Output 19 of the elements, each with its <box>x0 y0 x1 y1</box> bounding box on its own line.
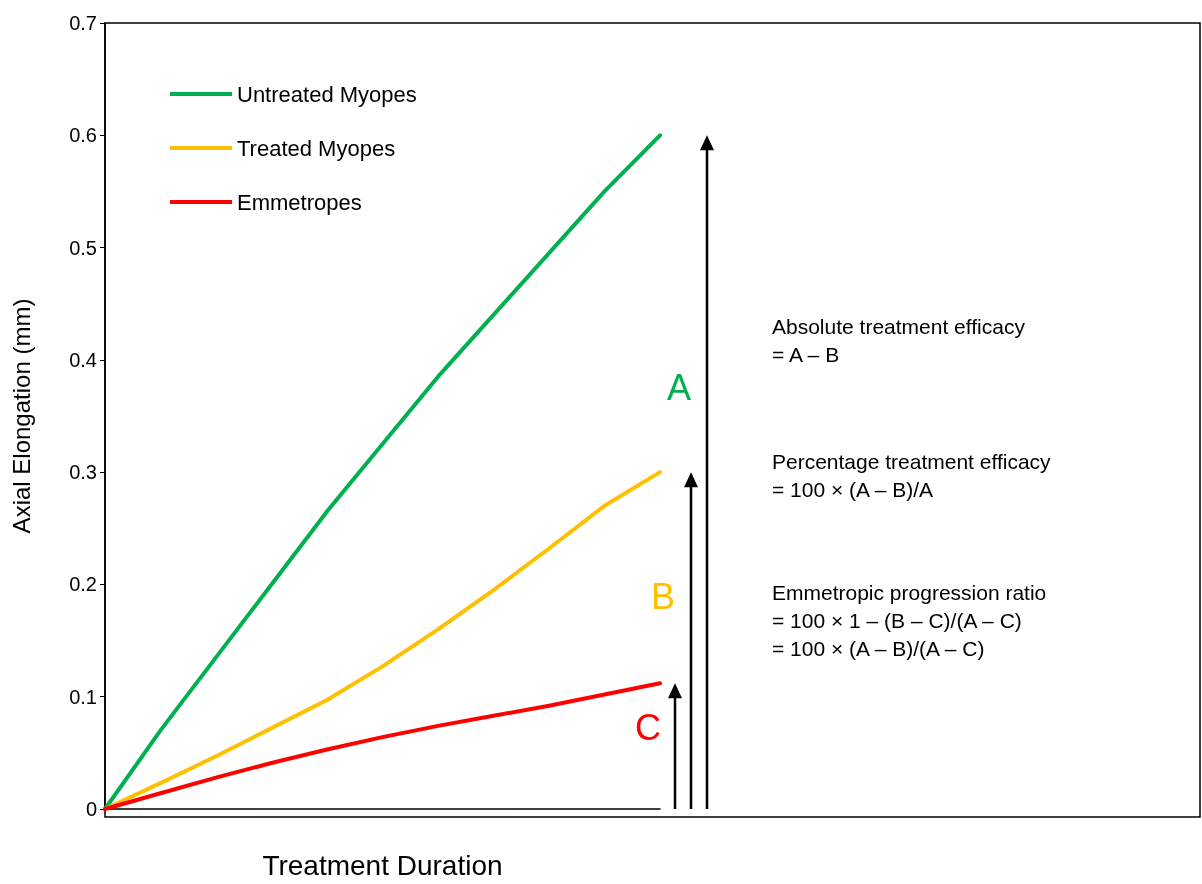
y-axis-title: Axial Elongation (mm) <box>7 298 35 534</box>
y-tick-label: 0.7 <box>69 12 97 34</box>
text: Emmetropic progression ratio = 100 × 1 – (B – C)/(A – C) = 100 × (A – B)/(A – C) <box>772 580 1047 660</box>
legend-label: Treated Myopes <box>237 135 396 161</box>
annotation: B <box>651 575 676 617</box>
y-tick-label: 0.6 <box>69 124 97 147</box>
legend-label: Emmetropes <box>237 189 362 215</box>
y-tick-label: 0.2 <box>69 573 97 596</box>
text: A <box>667 366 692 408</box>
y-tick-label: 0.5 <box>69 236 97 259</box>
text: Absolute treatment efficacy = A – B <box>772 314 1026 366</box>
y-tick-label: 0 <box>85 798 97 820</box>
y-tick-label: 0.4 <box>69 348 97 371</box>
y-tick-label: 0.3 <box>69 461 97 484</box>
annotation: C <box>635 706 661 748</box>
x-axis-title: Treatment Duration <box>262 849 503 881</box>
legend-label: Untreated Myopes <box>237 81 417 107</box>
text: Percentage treatment efficacy = 100 × (A – B)/A <box>772 449 1052 501</box>
y-tick-label: 0.1 <box>69 685 97 708</box>
